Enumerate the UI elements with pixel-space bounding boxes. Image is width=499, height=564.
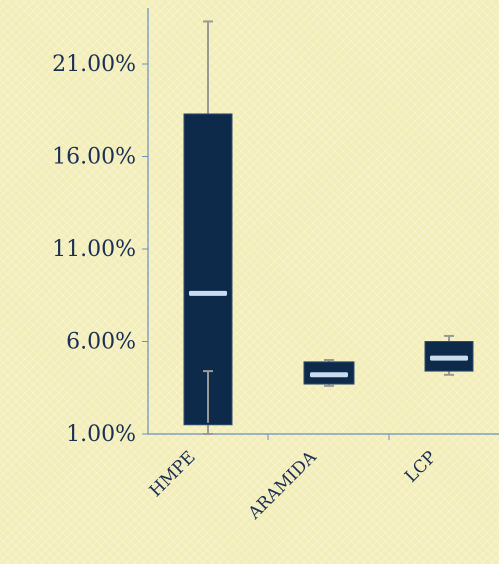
y-tick-label: 1.00% (66, 422, 136, 447)
y-tick-label: 21.00% (52, 52, 136, 77)
x-tick-label: LCP (401, 447, 440, 486)
x-tick-label: HMPE (146, 447, 200, 501)
boxes-layer (183, 20, 474, 435)
median-line (430, 355, 468, 361)
x-axis: HMPE ARAMIDA LCP (146, 433, 499, 524)
median-line (310, 372, 348, 378)
y-tick-label: 16.00% (52, 145, 136, 170)
box-aramida (303, 359, 355, 387)
y-tick-label: 6.00% (66, 330, 136, 355)
x-tick-label: ARAMIDA (244, 447, 321, 524)
y-axis: 1.00% 6.00% 11.00% 16.00% 21.00% (52, 8, 149, 447)
median-line (189, 290, 227, 296)
box-lcp (424, 334, 474, 376)
y-tick-label: 11.00% (52, 237, 136, 262)
box-hmpe (183, 20, 233, 435)
